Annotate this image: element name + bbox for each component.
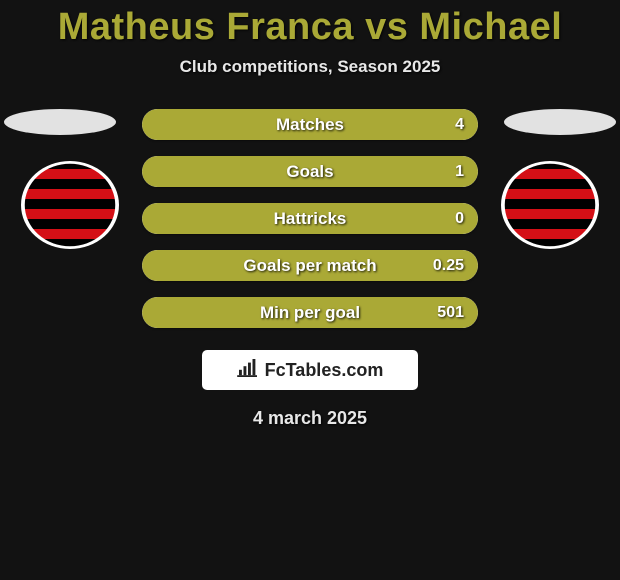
stat-value: 501 bbox=[437, 297, 464, 328]
footer-date: 4 march 2025 bbox=[0, 408, 620, 429]
stat-value: 0.25 bbox=[433, 250, 464, 281]
stat-value: 4 bbox=[455, 109, 464, 140]
stat-row: Matches 4 bbox=[142, 109, 478, 140]
stat-value: 0 bbox=[455, 203, 464, 234]
stat-row: Hattricks 0 bbox=[142, 203, 478, 234]
stat-row: Min per goal 501 bbox=[142, 297, 478, 328]
page-subtitle: Club competitions, Season 2025 bbox=[0, 57, 620, 77]
stat-label: Goals bbox=[142, 156, 478, 187]
page-title: Matheus Franca vs Michael bbox=[0, 0, 620, 49]
player-shadow-left bbox=[4, 109, 116, 135]
comparison-container: Matches 4 Goals 1 Hattricks 0 Goals per … bbox=[0, 109, 620, 429]
stat-label: Goals per match bbox=[142, 250, 478, 281]
stat-row: Goals per match 0.25 bbox=[142, 250, 478, 281]
player-shadow-right bbox=[504, 109, 616, 135]
stat-label: Matches bbox=[142, 109, 478, 140]
stat-label: Hattricks bbox=[142, 203, 478, 234]
bar-chart-icon bbox=[237, 359, 259, 382]
stat-row: Goals 1 bbox=[142, 156, 478, 187]
brand-box: FcTables.com bbox=[202, 350, 418, 390]
club-crest-right bbox=[500, 161, 600, 249]
club-crest-left bbox=[20, 161, 120, 249]
brand-text: FcTables.com bbox=[265, 360, 384, 381]
stats-list: Matches 4 Goals 1 Hattricks 0 Goals per … bbox=[142, 109, 478, 328]
stat-label: Min per goal bbox=[142, 297, 478, 328]
stat-value: 1 bbox=[455, 156, 464, 187]
